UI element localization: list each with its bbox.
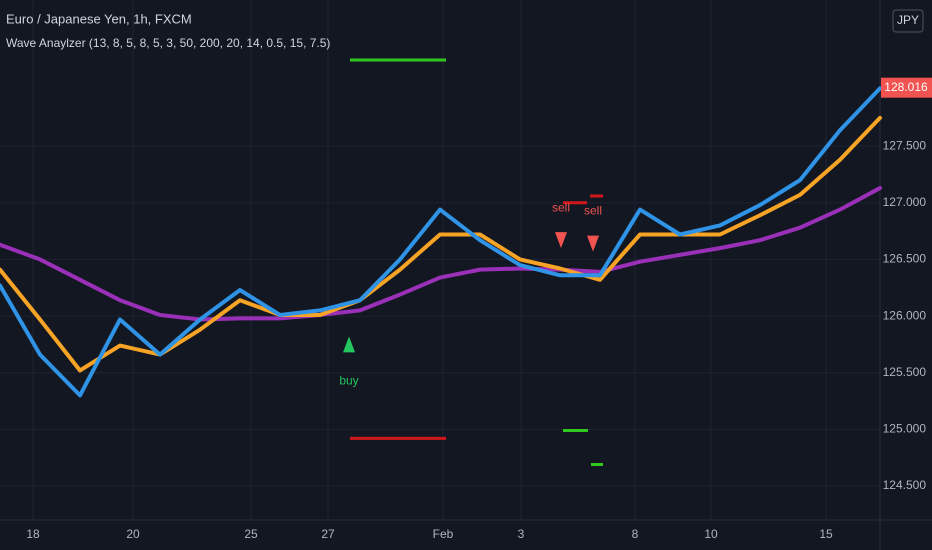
signal-marker bbox=[555, 232, 567, 249]
last-price-label: 128.016 bbox=[884, 80, 928, 94]
x-tick-label: 18 bbox=[26, 527, 40, 541]
y-tick-label: 125.500 bbox=[883, 365, 927, 379]
wave-line bbox=[0, 86, 882, 398]
signal-marker bbox=[587, 235, 599, 252]
x-tick-label: 10 bbox=[704, 527, 718, 541]
x-tick-label: 27 bbox=[321, 527, 335, 541]
y-tick-label: 126.000 bbox=[883, 308, 927, 322]
y-tick-label: 126.500 bbox=[883, 252, 927, 266]
signal-label: sell bbox=[552, 200, 570, 214]
x-tick-label: 15 bbox=[819, 527, 833, 541]
x-tick-label: Feb bbox=[433, 527, 454, 541]
y-tick-label: 125.000 bbox=[883, 422, 927, 436]
currency-label[interactable]: JPY bbox=[897, 13, 919, 27]
signal-label: buy bbox=[339, 374, 358, 388]
signal-label: sell bbox=[584, 204, 602, 218]
wave-line bbox=[0, 115, 882, 373]
x-tick-label: 8 bbox=[632, 527, 639, 541]
indicator-label: Wave Anaylzer (13, 8, 5, 8, 5, 3, 50, 20… bbox=[6, 36, 330, 50]
y-tick-label: 127.000 bbox=[883, 195, 927, 209]
signal-marker bbox=[343, 336, 355, 353]
last-price-box bbox=[881, 77, 932, 98]
x-tick-label: 25 bbox=[244, 527, 258, 541]
y-tick-label: 127.500 bbox=[883, 138, 927, 152]
wave-line bbox=[0, 186, 882, 322]
chart-title: Euro / Japanese Yen, 1h, FXCM bbox=[6, 11, 192, 26]
x-tick-label: 3 bbox=[518, 527, 525, 541]
currency-box[interactable] bbox=[892, 9, 924, 33]
x-tick-label: 20 bbox=[126, 527, 140, 541]
currency-button[interactable]: JPY bbox=[892, 9, 924, 33]
y-tick-label: 124.500 bbox=[883, 478, 927, 492]
